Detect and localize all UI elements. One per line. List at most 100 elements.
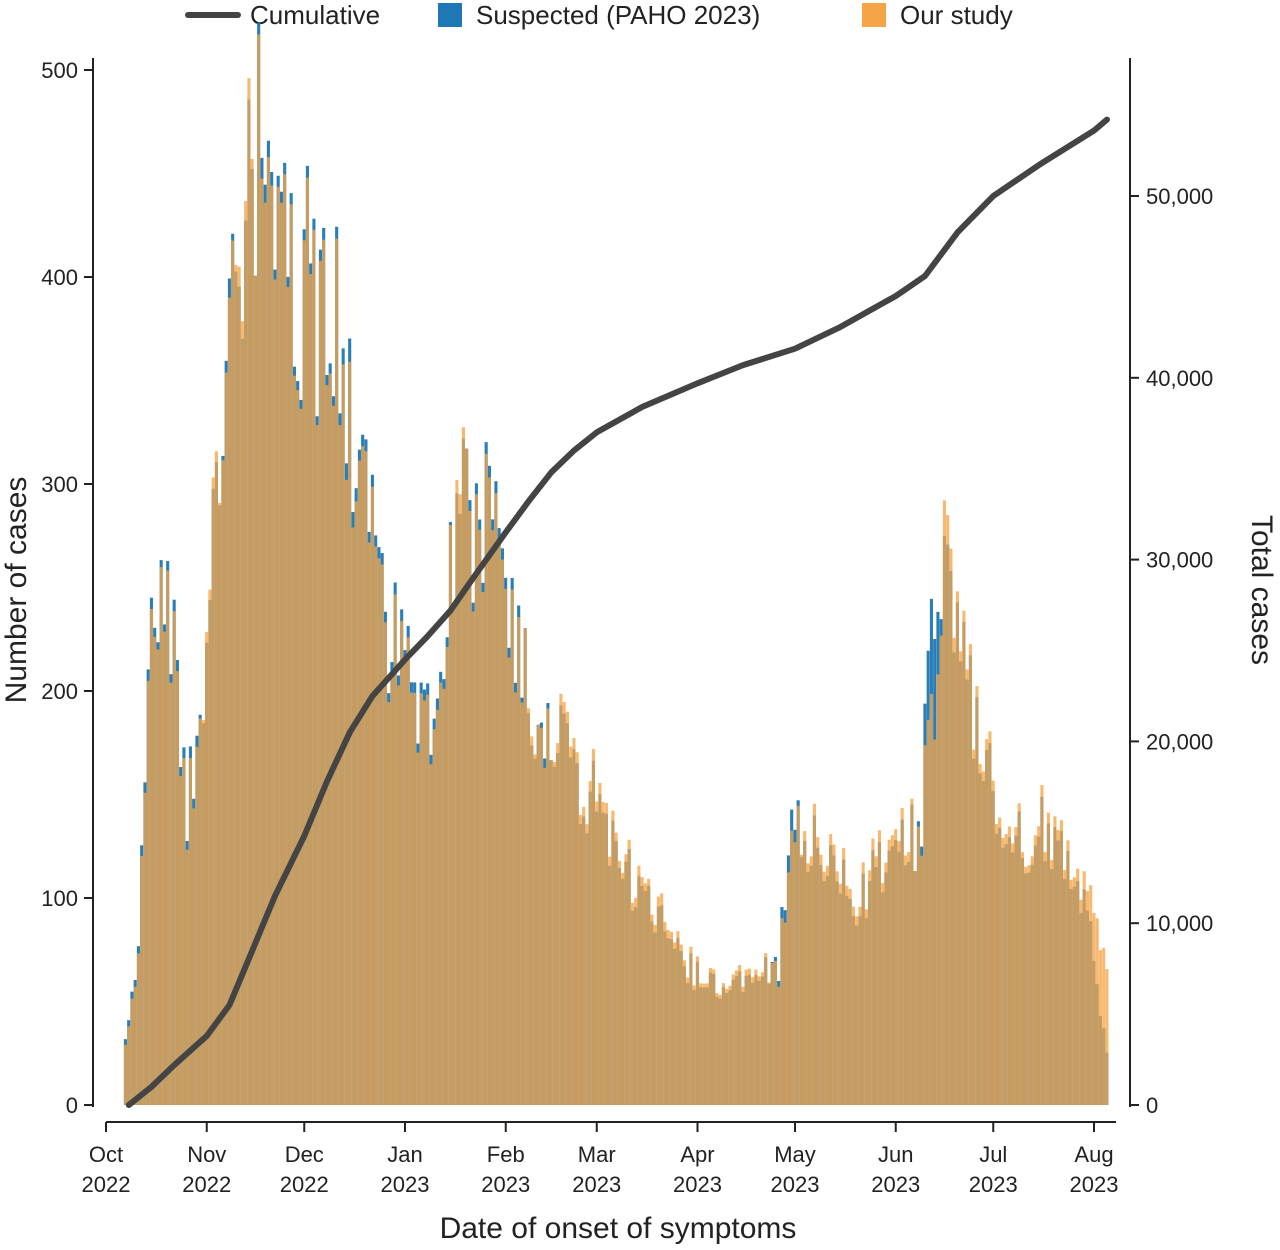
bar (478, 529, 482, 1105)
x-tick-label-year: 2023 (572, 1172, 621, 1197)
bar (513, 692, 517, 1105)
bar (374, 546, 378, 1105)
bar (689, 946, 693, 1105)
bar (991, 780, 995, 1105)
bar (816, 837, 820, 1105)
bar (835, 871, 839, 1105)
y2-tick-label: 0 (1146, 1093, 1158, 1118)
bar (240, 321, 244, 1105)
bar (1098, 950, 1102, 1105)
bar (1007, 826, 1011, 1105)
bar (942, 500, 946, 1106)
y-tick-label: 100 (41, 886, 78, 911)
x-tick-label-year: 2022 (280, 1172, 329, 1197)
bar (965, 669, 969, 1105)
y-tick-label: 400 (41, 265, 78, 290)
y-tick-label: 0 (66, 1093, 78, 1118)
axes: 0 100 200 300 400 500 0 10,000 20,000 30,000 40,00… (41, 58, 1213, 1197)
bar (998, 817, 1002, 1105)
bar (159, 566, 163, 1105)
bar (754, 969, 758, 1105)
y-axis-title: Number of cases (0, 477, 33, 704)
bar (718, 994, 722, 1105)
bar (972, 749, 976, 1105)
bar (627, 839, 631, 1105)
bar (897, 841, 901, 1105)
bar (1063, 869, 1067, 1105)
bar (253, 275, 257, 1106)
bar (959, 651, 963, 1105)
bar (695, 956, 699, 1105)
bar (289, 204, 293, 1105)
bar (429, 764, 433, 1105)
bar (1020, 852, 1024, 1105)
bar (1092, 912, 1096, 1105)
bar (442, 688, 446, 1105)
bar (1089, 885, 1093, 1105)
bar (136, 953, 140, 1105)
bar (377, 558, 381, 1105)
bar (484, 453, 488, 1105)
bar (234, 264, 238, 1105)
bar (747, 968, 751, 1105)
bar (468, 510, 472, 1105)
bar (448, 524, 452, 1105)
bar (832, 844, 836, 1105)
bar (855, 916, 859, 1105)
bar (539, 727, 543, 1105)
bar (338, 425, 342, 1106)
bar (884, 862, 888, 1105)
bar (929, 693, 933, 1105)
bar (751, 977, 755, 1105)
bar (1011, 843, 1015, 1105)
bar (994, 823, 998, 1105)
y2-tick-label: 20,000 (1146, 729, 1213, 754)
bar (416, 752, 420, 1105)
bar (409, 692, 413, 1105)
bar (1033, 835, 1037, 1105)
bar (263, 202, 267, 1105)
bar (351, 527, 355, 1105)
legend-entry: Suspected (PAHO 2023) (438, 0, 760, 30)
bar (500, 559, 504, 1105)
bar (845, 885, 849, 1105)
bar (809, 856, 813, 1105)
bar (315, 425, 319, 1105)
bar (328, 373, 332, 1105)
bar (335, 238, 339, 1106)
bar (640, 877, 644, 1105)
bar (666, 929, 670, 1105)
bar (669, 931, 673, 1105)
bar (770, 963, 774, 1105)
bar (461, 427, 465, 1105)
bar (1040, 785, 1044, 1105)
x-tick-label-year: 2023 (1070, 1172, 1119, 1197)
bar (731, 974, 735, 1105)
bar (1017, 803, 1021, 1105)
bar (894, 829, 898, 1105)
bar (305, 177, 309, 1105)
bar (764, 953, 768, 1105)
bar (517, 617, 521, 1105)
bar (143, 792, 147, 1105)
bar (725, 988, 729, 1105)
bar (172, 611, 176, 1105)
bar (309, 274, 313, 1105)
bar (1076, 868, 1080, 1105)
bar (1085, 891, 1089, 1105)
bar (549, 760, 553, 1105)
bar (390, 671, 394, 1105)
bar (741, 986, 745, 1105)
bar (790, 830, 794, 1105)
bar (195, 746, 199, 1105)
bar (624, 854, 628, 1105)
bar (686, 977, 690, 1105)
bar (946, 515, 950, 1105)
bar (530, 736, 534, 1105)
x-axis-title: Date of onset of symptoms (440, 1212, 797, 1245)
bar (829, 834, 833, 1105)
bar (354, 501, 358, 1105)
bar (682, 960, 686, 1105)
bar (614, 832, 618, 1105)
